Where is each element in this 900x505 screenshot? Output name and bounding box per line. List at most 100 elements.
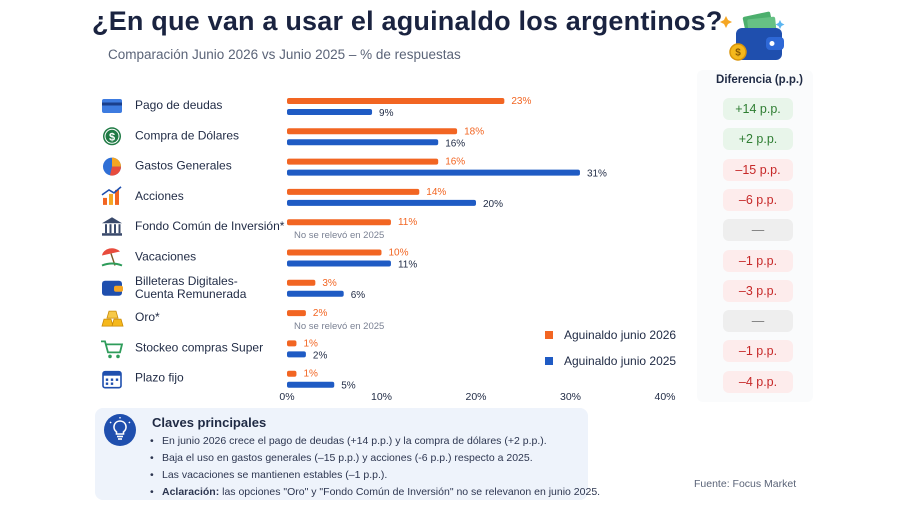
- wallet-money-icon: $: [720, 11, 785, 61]
- difference-pill: –1 p.p.: [723, 340, 793, 363]
- data-label-2025: 9%: [379, 108, 394, 119]
- shopping-cart-icon: [116, 354, 120, 359]
- calendar-icon: [103, 371, 121, 376]
- data-label-2026: 18%: [464, 126, 484, 137]
- data-label-2026: 10%: [389, 248, 409, 259]
- bar-2026: [287, 98, 505, 104]
- x-tick-label: 10%: [371, 391, 392, 403]
- rising-chart-icon: [115, 189, 119, 205]
- data-label-2026: 1%: [303, 369, 318, 380]
- bar-2026: [287, 158, 439, 165]
- data-label-2026: 14%: [426, 187, 446, 198]
- bar-2025: [287, 169, 580, 176]
- dollar-coin-icon: [104, 128, 120, 144]
- pie-chart-icon: [112, 157, 121, 167]
- wallet-icon: [102, 280, 122, 296]
- bank-building-icon: [105, 224, 107, 234]
- bar-2025: [287, 260, 391, 267]
- source-note: Fuente: Focus Market: [694, 478, 797, 490]
- credit-card-icon: [102, 102, 122, 106]
- bar-2025: [287, 109, 373, 115]
- data-label-2026: 23%: [511, 96, 531, 107]
- rising-chart-icon: [109, 193, 113, 205]
- x-tick-label: 0%: [279, 391, 294, 403]
- calendar-icon: [105, 378, 109, 381]
- category-label: Plazo fijo: [135, 371, 184, 385]
- legend-label-2025: Aguinaldo junio 2025: [564, 354, 676, 368]
- difference-pill: —: [723, 219, 793, 242]
- bar-2026: [287, 188, 420, 195]
- bar-2025: [287, 199, 476, 206]
- not-surveyed-note: No se relevó en 2025: [294, 230, 384, 241]
- legend-label-2026: Aguinaldo junio 2026: [564, 328, 676, 342]
- gold-bars-icon: [111, 318, 124, 327]
- data-label-2025: 2%: [313, 350, 328, 361]
- x-tick-label: 20%: [465, 391, 486, 403]
- dollar-coin-icon: [103, 127, 121, 146]
- x-tick-label: 40%: [654, 391, 675, 403]
- calendar-icon: [105, 382, 109, 385]
- data-label-2025: 5%: [341, 381, 356, 392]
- difference-pill: –6 p.p.: [723, 188, 793, 211]
- difference-pill: –15 p.p.: [723, 158, 793, 181]
- page-subtitle: Comparación Junio 2026 vs Junio 2025 – %…: [108, 47, 461, 62]
- data-label-2025: 20%: [483, 199, 503, 210]
- key-point-clarification: Aclaración: las opciones "Oro" y "Fondo …: [150, 484, 600, 501]
- bank-building-icon: [102, 217, 122, 224]
- data-label-2026: 1%: [303, 338, 318, 349]
- difference-pill: –4 p.p.: [723, 370, 793, 393]
- key-point-item: Baja el uso en gastos generales (–15 p.p…: [150, 450, 600, 467]
- rising-chart-icon: [103, 197, 107, 205]
- data-label-2026: 16%: [445, 157, 465, 168]
- bar-2025: [287, 351, 306, 358]
- calendar-icon: [110, 382, 114, 385]
- key-points-list: En junio 2026 crece el pago de deudas (+…: [150, 433, 600, 501]
- pie-chart-icon: [110, 166, 122, 176]
- lightbulb-icon: [104, 414, 136, 446]
- bar-2026: [287, 249, 382, 256]
- bank-building-icon: [102, 233, 122, 236]
- data-label-2025: 16%: [445, 138, 465, 149]
- category-label: Cuenta Remunerada: [135, 287, 247, 301]
- category-label: Billeteras Digitales-: [135, 274, 238, 288]
- category-label: Acciones: [135, 189, 184, 203]
- credit-card-icon: [102, 99, 122, 113]
- calendar-icon: [110, 378, 114, 381]
- category-label: Pago de deudas: [135, 98, 222, 112]
- wallet-icon: [114, 285, 123, 292]
- difference-pill: —: [723, 310, 793, 333]
- bar-2025: [287, 381, 335, 388]
- clarification-text: las opciones "Oro" y "Fondo Común de Inv…: [219, 486, 601, 498]
- beach-umbrella-icon: [101, 262, 123, 267]
- gold-bars-icon: [106, 310, 119, 319]
- bar-2025: [287, 139, 439, 146]
- beach-umbrella-icon: [102, 248, 120, 256]
- rising-chart-icon: [101, 186, 122, 196]
- dollar-coin-icon: $: [109, 131, 115, 143]
- category-label: Fondo Común de Inversión*: [135, 219, 285, 233]
- calendar-icon: [115, 378, 119, 381]
- bar-2026: [287, 219, 391, 226]
- bar-2026: [287, 279, 316, 286]
- data-label-2025: 6%: [351, 290, 366, 301]
- difference-header: Diferencia (p.p.): [716, 74, 803, 86]
- difference-pill: +14 p.p.: [723, 98, 793, 120]
- svg-text:$: $: [735, 48, 741, 59]
- difference-pill: –1 p.p.: [723, 249, 793, 272]
- x-tick-label: 30%: [560, 391, 581, 403]
- bank-building-icon: [114, 224, 116, 234]
- bar-2025: [287, 290, 344, 297]
- clarification-label: Aclaración:: [162, 486, 220, 498]
- legend-swatch-2025: [545, 357, 553, 365]
- gold-bars-icon: [101, 318, 114, 327]
- bar-2026: [287, 310, 306, 317]
- shopping-cart-icon: [101, 340, 124, 354]
- data-label-2025: 11%: [398, 260, 417, 271]
- category-label: Gastos Generales: [135, 159, 232, 173]
- difference-pill: –3 p.p.: [723, 279, 793, 302]
- shopping-cart-icon: [108, 354, 112, 359]
- data-label-2025: 31%: [587, 169, 607, 180]
- data-label-2026: 2%: [313, 308, 328, 319]
- bar-2026: [287, 128, 458, 135]
